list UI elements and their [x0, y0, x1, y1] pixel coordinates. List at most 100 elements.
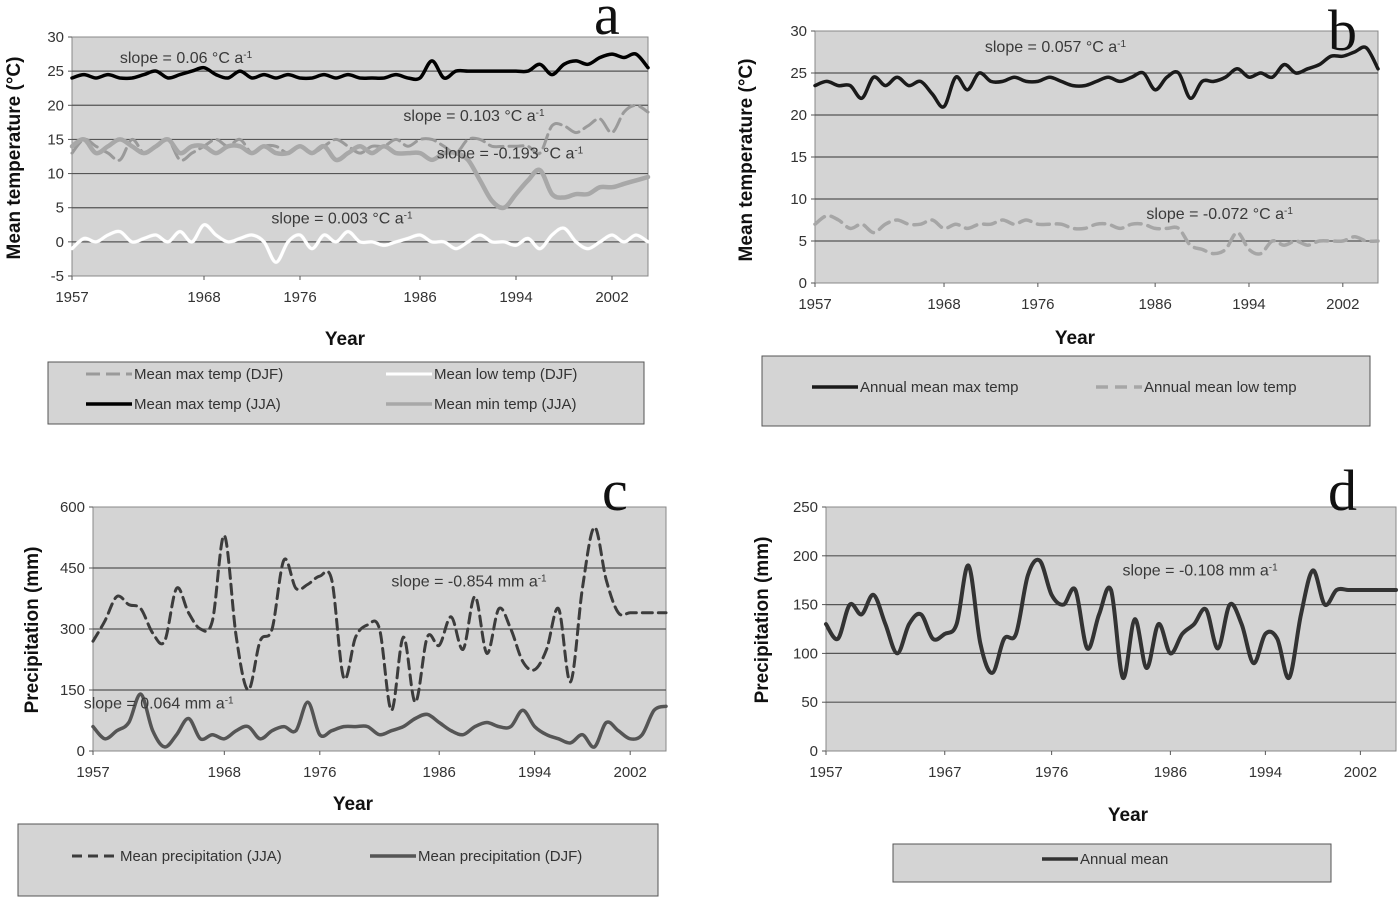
panel-a-label: a	[594, 0, 620, 47]
panel-c-xtick-label: 1986	[423, 764, 456, 781]
panel-c-slope-annotation: slope = -0.854 mm a-1	[391, 573, 547, 591]
slope-text: slope = 0.103 °C a	[403, 108, 535, 125]
slope-text: slope = -0.072 °C a	[1146, 206, 1284, 223]
panel-b-xlabel: Year	[1055, 328, 1096, 349]
panel-c-ytick-label: 300	[60, 621, 85, 638]
panel-a-xtick-label: 1957	[55, 289, 88, 306]
panel-a-xtick-label: 2002	[595, 289, 628, 306]
panel-a-ytick-label: 5	[56, 200, 64, 217]
panel-c-series-1-line	[91, 525, 668, 712]
panel-b-ytick-label: 15	[790, 149, 807, 166]
panel-a-series-2-line	[70, 223, 650, 264]
panel-b-legend	[761, 355, 1371, 427]
panel-c-legend-label: Mean precipitation (JJA)	[120, 848, 282, 865]
slope-text: slope = 0.06 °C a	[120, 50, 243, 67]
slope-superscript: -1	[1284, 206, 1293, 217]
panel-c-series-2-line	[91, 692, 668, 749]
panel-d-ytick-label: 200	[793, 548, 818, 565]
panel-a-series-3-line	[70, 52, 650, 82]
panel-d-xtick-label: 2002	[1344, 764, 1377, 781]
panel-b-ytick-label: 5	[799, 233, 807, 250]
panel-b-ytick-label: 30	[790, 23, 807, 40]
panel-b-legend-label: Annual mean max temp	[860, 379, 1018, 396]
panel-a-xtick-label: 1986	[403, 289, 436, 306]
panel-d-annotations: slope = -0.108 mm a-1	[1122, 562, 1278, 580]
panel-d-xticks: 1957 1967 1976 1986 1994 2002	[809, 751, 1377, 781]
panel-b-ytick-label: 25	[790, 65, 807, 82]
panel-a-slope-annotation: slope = 0.06 °C a-1	[120, 49, 253, 67]
panel-a-ytick-label: 25	[47, 63, 64, 80]
panel-d-xtick-label: 1976	[1035, 764, 1068, 781]
panel-a-ytick-label: 15	[47, 131, 64, 148]
panel-d-xtick-label: 1957	[809, 764, 842, 781]
panel-b-xtick-label: 1976	[1021, 296, 1054, 313]
slope-text: slope = -0.854 mm a	[391, 573, 537, 590]
panel-c-ytick-label: 600	[60, 499, 85, 516]
panel-b-slope-annotation: slope = 0.057 °C a-1	[985, 39, 1127, 57]
panel-c-ylabel: Precipitation (mm)	[22, 547, 43, 714]
panel-d-legend	[892, 843, 1332, 883]
slope-superscript: -1	[404, 210, 413, 221]
panel-c-label: c	[602, 458, 628, 523]
panel-a-xticks: 1957 1968 1976 1986 1994 2002	[55, 276, 629, 306]
panel-a-series	[69, 52, 651, 265]
panel-b-series-2-line	[813, 213, 1380, 256]
panel-d-xlabel: Year	[1108, 805, 1149, 826]
panel-c-legend	[17, 823, 659, 897]
panel-d-ytick-label: 100	[793, 645, 818, 662]
panel-a-xlabel: Year	[325, 329, 366, 350]
panel-d: 0 50 100 150 200 250 1957 1967 1976 1986 1994 2002…	[752, 458, 1398, 883]
panel-b-ytick-label: 20	[790, 107, 807, 124]
panel-d-label: d	[1328, 458, 1357, 523]
panel-c-grid	[93, 567, 666, 691]
panel-d-ylabel: Precipitation (mm)	[752, 537, 773, 704]
panel-b-yticks: 0 5 10 15 20 25 30	[790, 23, 815, 292]
panel-b-label: b	[1328, 0, 1357, 63]
panel-d-yticks: 0 50 100 150 200 250	[793, 499, 826, 760]
panel-d-xtick-label: 1986	[1154, 764, 1187, 781]
panel-b-xtick-label: 1994	[1232, 296, 1265, 313]
slope-superscript: -1	[536, 107, 545, 118]
slope-superscript: -1	[243, 49, 252, 60]
panel-a-slope-annotation: slope = 0.003 °C a-1	[271, 210, 413, 228]
panel-d-ytick-label: 50	[801, 694, 818, 711]
slope-superscript: -1	[538, 573, 547, 584]
panel-c-annotations: slope = -0.854 mm a-1 slope = 0.064 mm a -…	[84, 573, 547, 713]
panel-d-xtick-label: 1994	[1249, 764, 1282, 781]
panel-c-xticks: 1957 1968 1976 1986 1994 2002	[76, 751, 647, 781]
panel-c-yticks: 0 150 300 450 600	[60, 499, 93, 760]
panel-d-plot-area	[825, 506, 1397, 752]
panel-c-legend-label: Mean precipitation (DJF)	[418, 848, 582, 865]
panel-d-legend-label: Annual mean	[1080, 851, 1168, 868]
panel-c-xtick-label: 1976	[303, 764, 336, 781]
panel-c-ytick-label: 150	[60, 682, 85, 699]
panel-c-xlabel: Year	[333, 794, 374, 815]
slope-text: slope = 0.064 mm a	[84, 695, 225, 712]
slope-superscript: -1	[574, 145, 583, 156]
panel-a-ytick-label: -5	[51, 268, 64, 285]
panel-a-ytick-label: 30	[47, 29, 64, 46]
panel-d-ytick-label: 0	[810, 743, 818, 760]
panel-a-yticks: -5 0 5 10 15 20 25 30	[47, 29, 72, 285]
panel-a-xtick-label: 1976	[283, 289, 316, 306]
panel-a-ytick-label: 10	[47, 166, 64, 183]
panel-c-series	[91, 525, 668, 749]
panel-d-series-1-line	[824, 557, 1398, 680]
panel-b-xtick-label: 1957	[798, 296, 831, 313]
panel-a-legend-label: Mean max temp (JJA)	[134, 396, 281, 413]
panel-d-ytick-label: 150	[793, 597, 818, 614]
panel-a-ytick-label: 20	[47, 97, 64, 114]
panel-b-series-1-line	[813, 45, 1380, 109]
panel-a-ytick-label: 0	[56, 234, 64, 251]
panel-b-ytick-label: 0	[799, 275, 807, 292]
panel-d-xtick-label: 1967	[928, 764, 961, 781]
panel-d-grid	[826, 555, 1396, 703]
panel-a-xtick-label: 1994	[499, 289, 532, 306]
panel-a-legend-label: Mean low temp (DJF)	[434, 366, 577, 383]
panel-b-xtick-label: 1968	[927, 296, 960, 313]
slope-text: slope = -0.193 °C a	[437, 146, 575, 163]
slope-superscript: -1	[1117, 39, 1126, 50]
panel-c-ytick-label: 0	[77, 743, 85, 760]
